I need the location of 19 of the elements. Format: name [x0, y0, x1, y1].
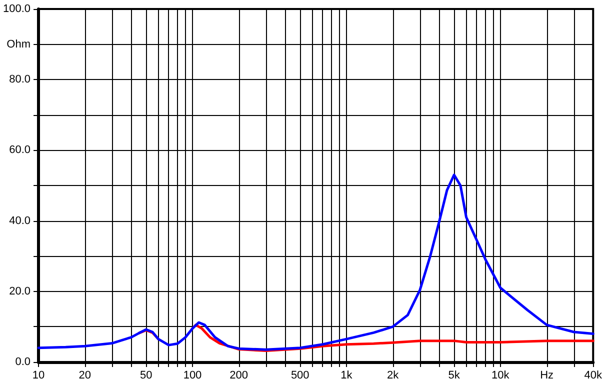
x-tick-label: 200: [230, 370, 248, 382]
x-tick-label: Hz: [540, 370, 554, 382]
x-tick-label: 10k: [492, 370, 510, 382]
x-tick-label: 10: [32, 370, 45, 382]
x-tick-label: 20: [78, 370, 91, 382]
x-tick-label: 5k: [448, 370, 460, 382]
x-tick-label: 100: [183, 370, 202, 382]
y-tick-label: 80.0: [9, 74, 31, 86]
y-tick-label: 100.0: [2, 3, 31, 15]
y-tick-label: 0.0: [15, 356, 31, 368]
x-tick-label: 500: [290, 370, 310, 382]
x-tick-label: 50: [140, 370, 152, 382]
y-tick-label: 60.0: [9, 144, 31, 156]
y-tick-label: Ohm: [6, 38, 31, 50]
y-tick-label: 20.0: [9, 285, 31, 298]
y-tick-label: 40.0: [9, 214, 31, 227]
x-tick-label: 2k: [387, 370, 400, 382]
x-tick-label: 40k: [584, 370, 602, 382]
x-tick-label: 1k: [340, 370, 353, 382]
